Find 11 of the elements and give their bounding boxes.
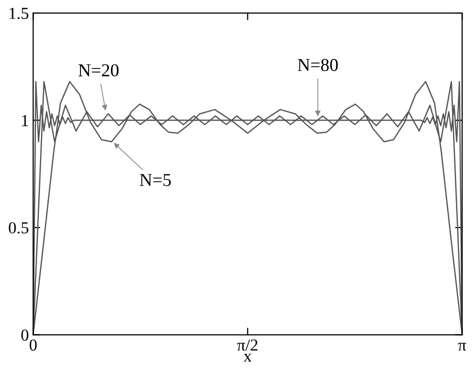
x-tick-label: 0 <box>30 339 37 351</box>
annotation: N=20 <box>78 64 119 76</box>
annotation: N=5 <box>140 174 171 186</box>
y-tick-label: 1.5 <box>10 8 28 20</box>
y-tick-label: 1 <box>22 115 28 126</box>
x-tick-label: π/2 <box>237 339 258 351</box>
y-tick-label: 0 <box>21 330 28 341</box>
annotation: N=80 <box>298 58 338 72</box>
x-axis-title: x <box>244 354 252 362</box>
y-tick-label: 0.5 <box>8 222 28 234</box>
x-tick-label: π <box>458 342 466 351</box>
